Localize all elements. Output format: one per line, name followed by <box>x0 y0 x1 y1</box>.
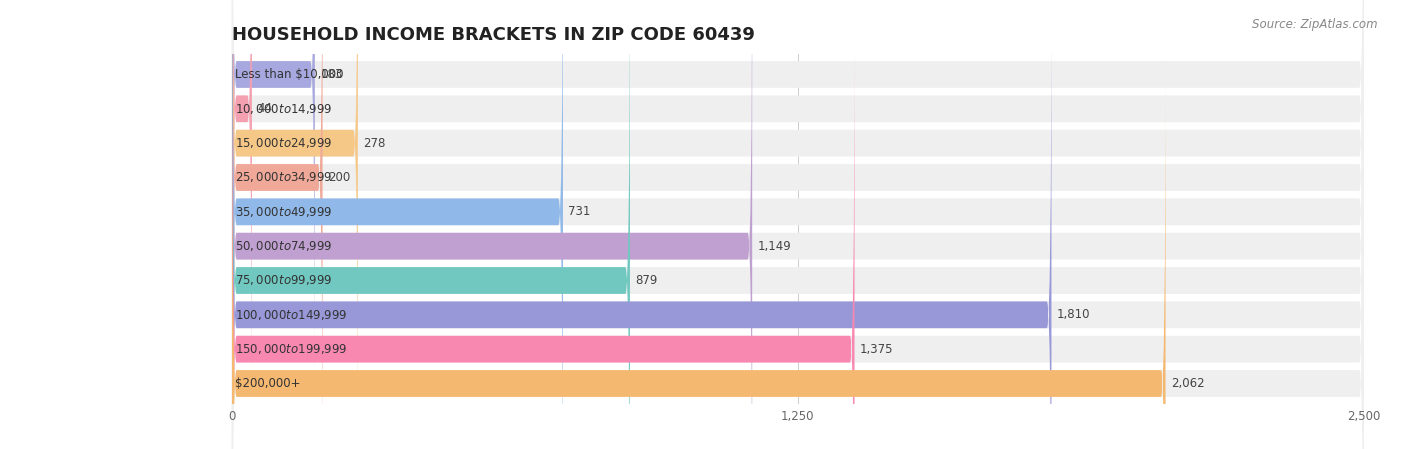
FancyBboxPatch shape <box>232 0 1364 449</box>
Text: 1,810: 1,810 <box>1057 308 1091 321</box>
FancyBboxPatch shape <box>232 0 1364 449</box>
FancyBboxPatch shape <box>232 19 1364 449</box>
FancyBboxPatch shape <box>232 0 359 449</box>
FancyBboxPatch shape <box>232 0 1364 449</box>
FancyBboxPatch shape <box>232 53 1364 449</box>
FancyBboxPatch shape <box>232 0 562 449</box>
FancyBboxPatch shape <box>232 0 1364 449</box>
Text: Source: ZipAtlas.com: Source: ZipAtlas.com <box>1253 18 1378 31</box>
FancyBboxPatch shape <box>232 0 1364 449</box>
Text: 200: 200 <box>328 171 350 184</box>
FancyBboxPatch shape <box>232 0 1364 405</box>
Text: 731: 731 <box>568 205 591 218</box>
FancyBboxPatch shape <box>232 19 855 449</box>
Text: $100,000 to $149,999: $100,000 to $149,999 <box>235 308 347 322</box>
Text: 879: 879 <box>636 274 658 287</box>
Text: 278: 278 <box>363 136 385 150</box>
Text: $25,000 to $34,999: $25,000 to $34,999 <box>235 171 332 185</box>
FancyBboxPatch shape <box>232 0 252 439</box>
Text: $200,000+: $200,000+ <box>235 377 301 390</box>
Text: 44: 44 <box>257 102 273 115</box>
Text: $35,000 to $49,999: $35,000 to $49,999 <box>235 205 332 219</box>
FancyBboxPatch shape <box>232 0 1364 449</box>
FancyBboxPatch shape <box>232 0 322 449</box>
Text: HOUSEHOLD INCOME BRACKETS IN ZIP CODE 60439: HOUSEHOLD INCOME BRACKETS IN ZIP CODE 60… <box>232 26 755 44</box>
Text: $15,000 to $24,999: $15,000 to $24,999 <box>235 136 332 150</box>
FancyBboxPatch shape <box>232 0 1052 449</box>
Text: $50,000 to $74,999: $50,000 to $74,999 <box>235 239 332 253</box>
Text: 1,375: 1,375 <box>860 343 893 356</box>
FancyBboxPatch shape <box>232 0 315 405</box>
Text: $75,000 to $99,999: $75,000 to $99,999 <box>235 273 332 287</box>
Text: $150,000 to $199,999: $150,000 to $199,999 <box>235 342 347 356</box>
Text: 2,062: 2,062 <box>1171 377 1205 390</box>
FancyBboxPatch shape <box>232 53 1166 449</box>
Text: 183: 183 <box>321 68 343 81</box>
FancyBboxPatch shape <box>232 0 630 449</box>
Text: 1,149: 1,149 <box>758 240 792 253</box>
FancyBboxPatch shape <box>232 0 1364 439</box>
Text: $10,000 to $14,999: $10,000 to $14,999 <box>235 102 332 116</box>
FancyBboxPatch shape <box>232 0 752 449</box>
Text: Less than $10,000: Less than $10,000 <box>235 68 343 81</box>
